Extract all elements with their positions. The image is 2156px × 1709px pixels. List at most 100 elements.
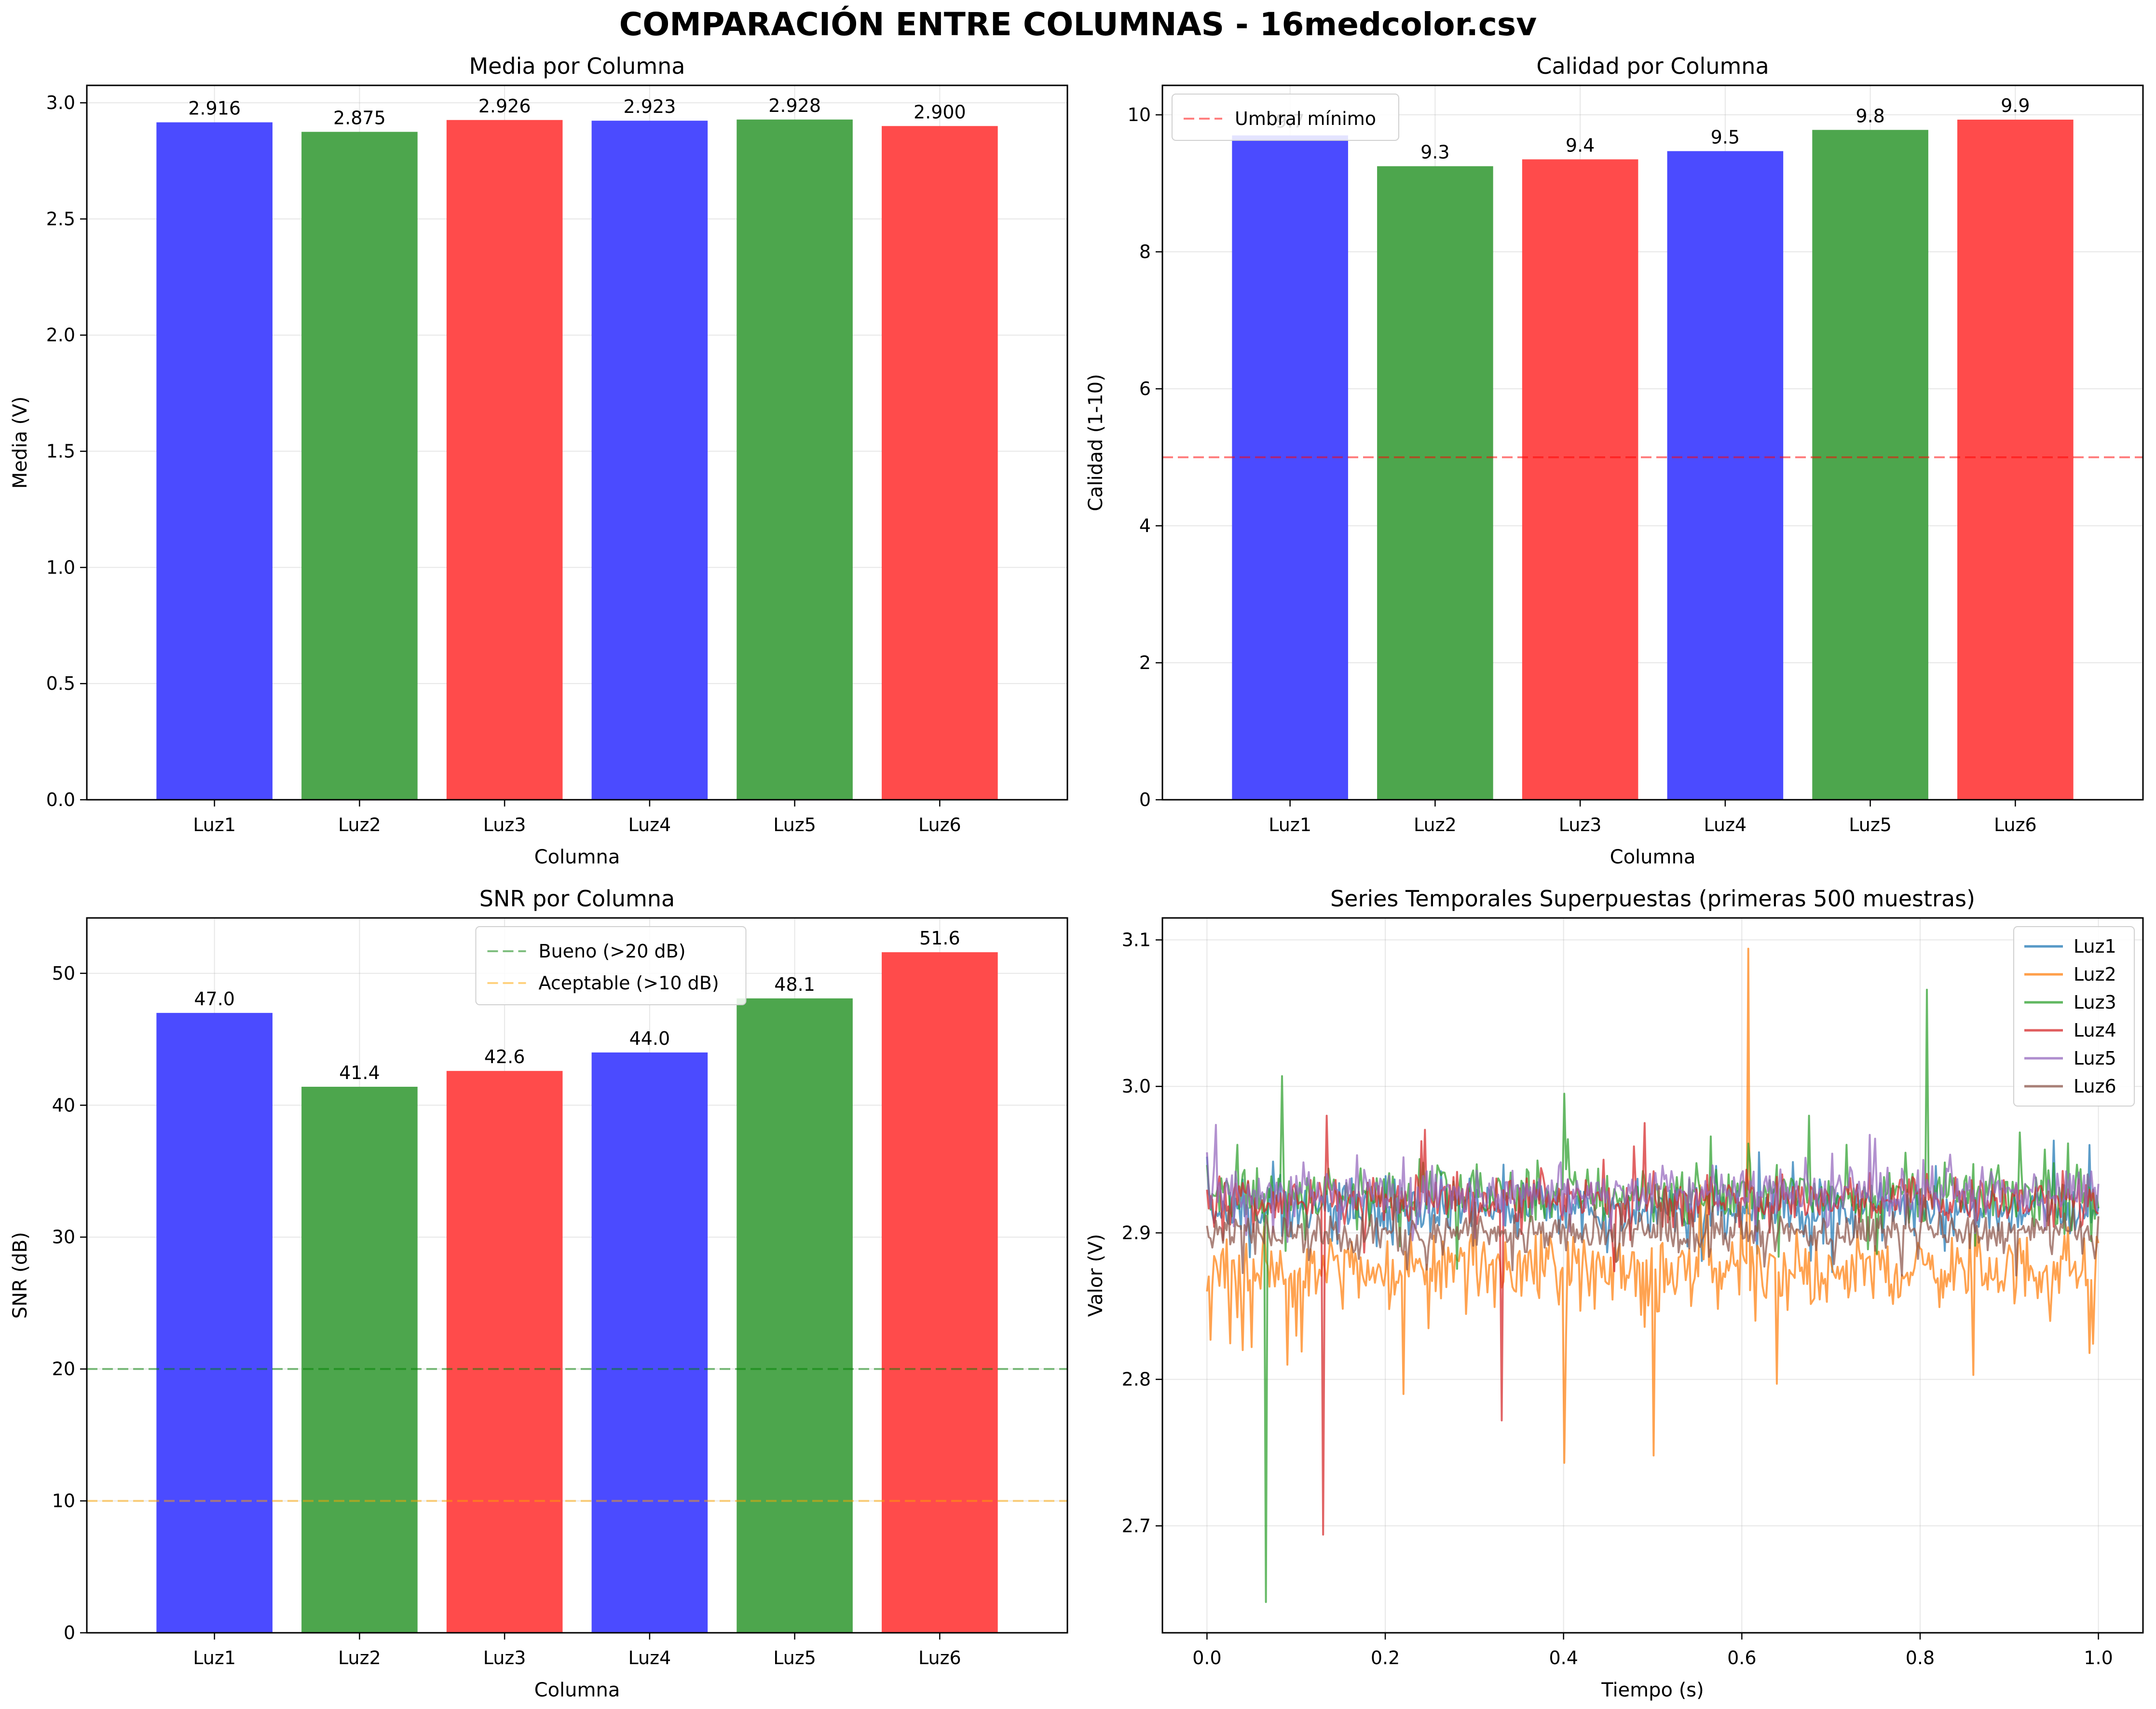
legend: Luz1 Luz2 Luz3 Luz4 Luz5 Luz6: [2013, 926, 2135, 1107]
bar-value-label: 2.900: [914, 101, 966, 123]
x-tick-label: 0.4: [1549, 1647, 1578, 1668]
bar-luz3: [1522, 159, 1638, 800]
legend-box: [475, 926, 747, 1005]
x-tick-label: 0.6: [1727, 1647, 1756, 1668]
y-tick-label: 0.0: [46, 789, 75, 810]
y-axis-label: Calidad (1-10): [1085, 374, 1107, 511]
y-tick-label: 2.8: [1122, 1369, 1151, 1390]
x-tick-label: Luz3: [1559, 814, 1602, 835]
bar-luz3: [446, 1071, 563, 1633]
x-axis-label: Columna: [534, 1679, 620, 1701]
bar-luz4: [591, 1052, 708, 1633]
y-tick-label: 8: [1139, 241, 1151, 262]
legend: Umbral mínimo: [1172, 94, 1399, 141]
figure-title: COMPARACIÓN ENTRE COLUMNAS - 16medcolor.…: [619, 6, 1537, 43]
x-tick-label: Luz1: [193, 814, 236, 835]
y-tick-label: 6: [1139, 378, 1151, 399]
y-axis-label: SNR (dB): [9, 1232, 31, 1319]
legend-label: Luz3: [2074, 992, 2116, 1013]
bar-luz6: [1957, 119, 2074, 800]
bar-value-label: 41.4: [339, 1062, 380, 1083]
series-line-luz5: [1206, 1124, 2100, 1243]
x-tick-label: Luz5: [773, 814, 816, 835]
plot-frame: [1161, 84, 2144, 801]
y-tick-label: 2.0: [46, 325, 75, 346]
x-tick-label: Luz6: [918, 814, 961, 835]
chart-title: Series Temporales Superpuestas (primeras…: [1330, 886, 1975, 912]
bar-luz5: [1812, 130, 1928, 800]
y-axis-label: Media (V): [9, 396, 31, 489]
bar-value-label: 47.0: [194, 988, 235, 1010]
chart-title: Media por Columna: [469, 53, 685, 79]
bar-luz4: [591, 121, 708, 800]
chart-series-temporales: Series Temporales Superpuestas (primeras…: [1085, 886, 2144, 1701]
x-tick-label: Luz2: [338, 814, 381, 835]
x-tick-label: Luz4: [628, 1647, 671, 1668]
legend-box: [2013, 926, 2135, 1107]
x-tick-label: 0.8: [1906, 1647, 1935, 1668]
chart-media-por-columna: Media por Columna Columna Media (V) 0.0 0.5 1…: [9, 53, 1068, 868]
x-tick-label: Luz5: [773, 1647, 816, 1668]
x-tick-label: 1.0: [2084, 1647, 2113, 1668]
bar-value-label: 51.6: [919, 928, 960, 949]
series-line-luz6: [1206, 1185, 2100, 1277]
x-tick-label: Luz2: [338, 1647, 381, 1668]
legend-label: Luz1: [2074, 936, 2116, 957]
legend-label: Aceptable (>10 dB): [539, 972, 719, 994]
y-tick-label: 2.7: [1122, 1515, 1151, 1536]
legend-label: Luz4: [2074, 1020, 2116, 1041]
legend-box: [1172, 94, 1399, 141]
y-tick-label: 3.0: [1122, 1076, 1151, 1097]
x-axis-label: Tiempo (s): [1601, 1679, 1704, 1701]
bar-value-label: 2.916: [188, 98, 241, 119]
x-tick-label: Luz1: [1269, 814, 1311, 835]
plot-frame: [86, 917, 1068, 1634]
y-tick-label: 50: [52, 963, 75, 984]
y-tick-label: 1.0: [46, 557, 75, 578]
chart-title: SNR por Columna: [479, 886, 675, 912]
bar-luz2: [301, 132, 418, 800]
bar-luz1: [156, 1012, 273, 1633]
bar-value-label: 9.3: [1420, 142, 1449, 163]
legend: Bueno (>20 dB) Aceptable (>10 dB): [475, 926, 747, 1005]
bar-luz4: [1667, 151, 1784, 800]
x-tick-label: Luz6: [918, 1647, 961, 1668]
y-tick-label: 0: [1139, 789, 1151, 810]
y-tick-label: 2.5: [46, 208, 75, 230]
bar-luz2: [301, 1086, 418, 1633]
bar-luz3: [446, 120, 563, 800]
bar-luz5: [737, 998, 853, 1633]
legend-label: Luz6: [2074, 1076, 2116, 1097]
legend-label: Bueno (>20 dB): [539, 941, 686, 962]
legend-label: Umbral mínimo: [1235, 108, 1376, 129]
y-tick-label: 40: [52, 1094, 75, 1116]
bar-value-label: 2.926: [478, 96, 531, 117]
plot-frame: [1161, 917, 2144, 1634]
x-tick-label: 0.0: [1192, 1647, 1221, 1668]
x-tick-label: Luz5: [1849, 814, 1892, 835]
x-axis-label: Columna: [534, 846, 620, 868]
x-axis-label: Columna: [1610, 846, 1696, 868]
bar-value-label: 42.6: [484, 1046, 525, 1067]
bar-luz1: [1232, 135, 1348, 800]
bar-value-label: 44.0: [629, 1028, 670, 1049]
y-tick-label: 0.5: [46, 673, 75, 694]
chart-title: Calidad por Columna: [1536, 53, 1769, 79]
y-tick-label: 0: [64, 1622, 75, 1643]
series-line-luz2: [1206, 947, 2100, 1464]
bar-luz6: [882, 126, 998, 800]
bar-value-label: 9.8: [1856, 105, 1884, 126]
y-tick-label: 30: [52, 1227, 75, 1248]
bar-value-label: 9.5: [1711, 126, 1740, 148]
x-tick-label: Luz1: [193, 1647, 236, 1668]
bar-value-label: 2.875: [333, 107, 386, 128]
x-tick-label: Luz2: [1414, 814, 1457, 835]
x-tick-label: Luz4: [628, 814, 671, 835]
bar-luz1: [156, 122, 273, 800]
x-tick-label: Luz4: [1704, 814, 1747, 835]
series-line-luz4: [1206, 1115, 2099, 1536]
y-tick-label: 2.9: [1122, 1222, 1151, 1244]
y-tick-label: 20: [52, 1358, 75, 1380]
bar-value-label: 48.1: [774, 974, 815, 995]
